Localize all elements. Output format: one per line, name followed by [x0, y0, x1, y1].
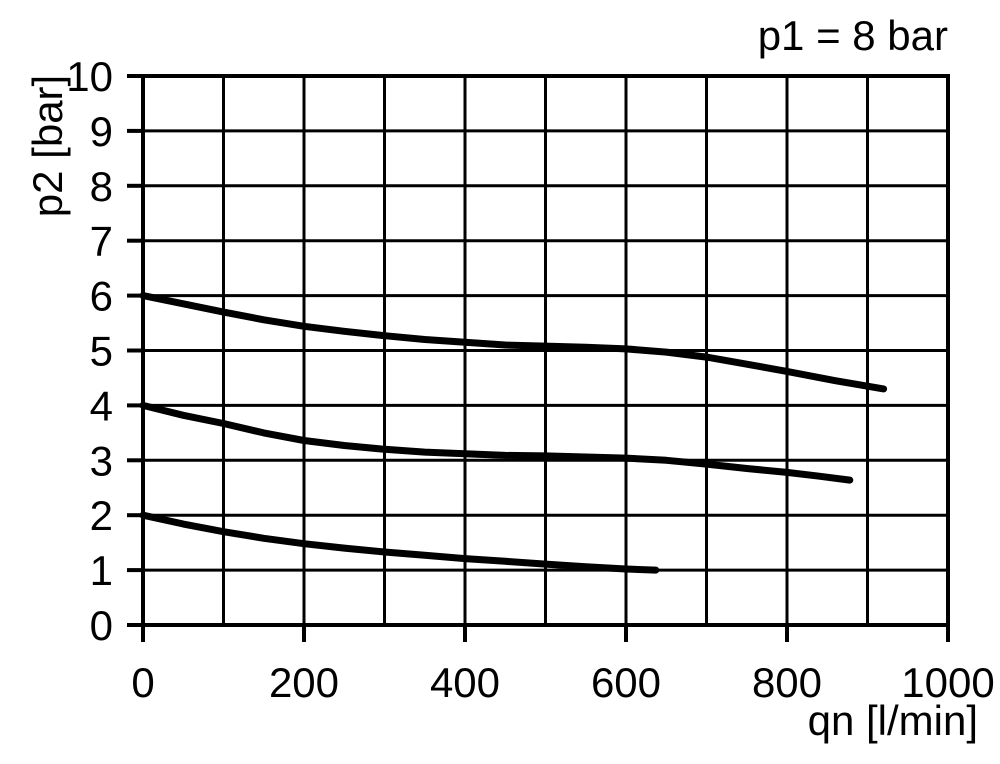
y-tick-label: 3	[90, 437, 113, 484]
y-tick-label: 2	[90, 492, 113, 539]
x-tick-label: 400	[430, 659, 500, 706]
x-tick-label: 1000	[901, 659, 994, 706]
chart-title: p1 = 8 bar	[757, 12, 948, 59]
y-tick-label: 8	[90, 163, 113, 210]
curve-set-2-bar	[139, 511, 660, 574]
y-tick-label: 6	[90, 273, 113, 320]
y-tick-label: 10	[66, 53, 113, 100]
y-tick-label: 0	[90, 602, 113, 649]
x-tick-label: 200	[269, 659, 339, 706]
x-tick-label: 600	[591, 659, 661, 706]
x-tick-label: 800	[752, 659, 822, 706]
y-tick-label: 4	[90, 382, 113, 429]
y-tick-label: 9	[90, 108, 113, 155]
y-tick-label: 5	[90, 328, 113, 375]
y-tick-label: 1	[90, 547, 113, 594]
x-axis-label: qn [l/min]	[807, 697, 978, 744]
y-tick-label: 7	[90, 218, 113, 265]
x-tick-label: 0	[131, 659, 154, 706]
curve-set-6-bar	[139, 292, 888, 393]
curve-set-4-bar	[139, 401, 854, 484]
